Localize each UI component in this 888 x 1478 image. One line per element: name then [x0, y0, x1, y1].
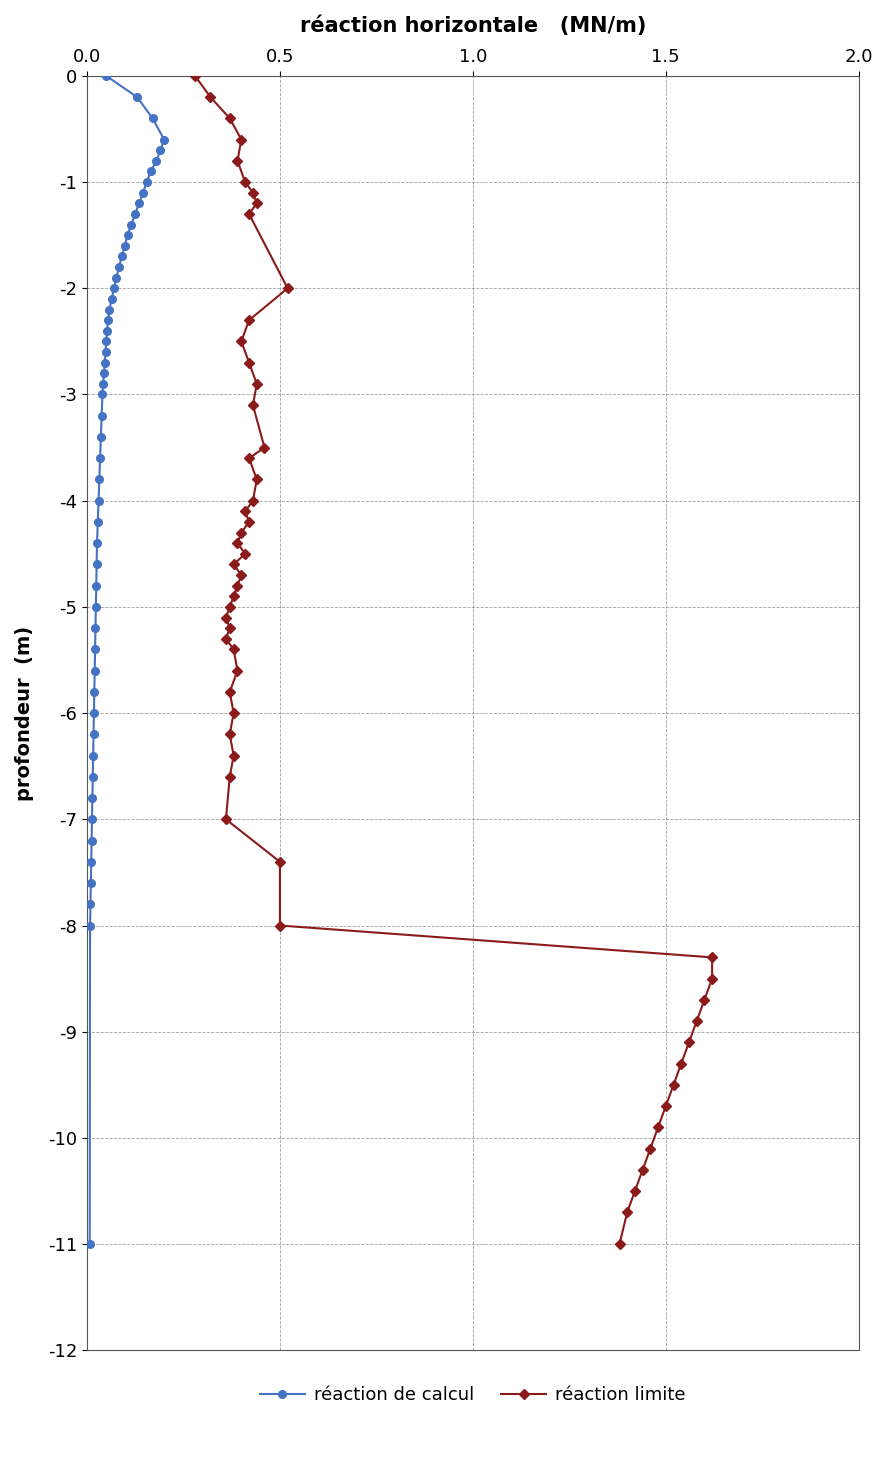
réaction de calcul	[84, 1236, 95, 1253]
réaction de calcul	[93, 492, 104, 510]
réaction de calcul	[101, 67, 112, 84]
réaction de calcul	[94, 470, 105, 488]
réaction limite	[205, 89, 216, 106]
Y-axis label: profondeur  (m): profondeur (m)	[15, 625, 34, 801]
Title: réaction horizontale   (MN/m): réaction horizontale (MN/m)	[299, 15, 646, 35]
réaction limite	[614, 1236, 625, 1253]
réaction limite	[707, 949, 718, 967]
Line: réaction de calcul: réaction de calcul	[86, 72, 168, 1247]
réaction limite	[243, 513, 254, 531]
réaction limite	[225, 726, 235, 743]
réaction limite	[225, 683, 235, 701]
réaction limite	[220, 630, 231, 647]
réaction de calcul	[96, 429, 107, 446]
réaction de calcul	[103, 312, 114, 330]
réaction de calcul	[91, 576, 101, 594]
Legend: réaction de calcul, réaction limite: réaction de calcul, réaction limite	[252, 1379, 694, 1411]
Line: réaction limite: réaction limite	[191, 72, 716, 1247]
réaction de calcul	[134, 195, 145, 213]
réaction limite	[190, 67, 201, 84]
